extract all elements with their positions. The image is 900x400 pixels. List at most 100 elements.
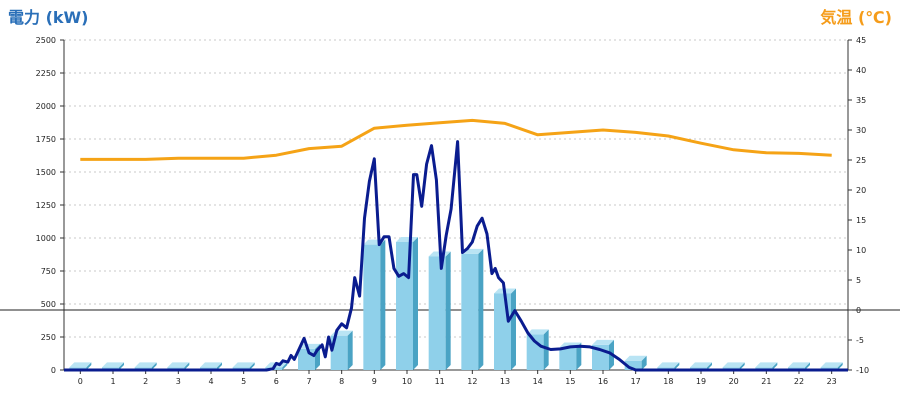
- bar-side: [739, 362, 745, 370]
- x-tick-label: 7: [306, 377, 311, 386]
- bar: [494, 293, 511, 370]
- bar: [363, 244, 381, 370]
- x-tick-label: 4: [208, 377, 213, 386]
- bar: [559, 347, 577, 370]
- x-tick-label: 18: [663, 377, 673, 386]
- power-line: [64, 140, 848, 372]
- bar-side: [478, 248, 484, 370]
- x-tick-label: 21: [761, 377, 771, 386]
- y-right-tick-label: 30: [856, 126, 866, 135]
- x-tick-label: 11: [435, 377, 445, 386]
- bar-side: [249, 362, 255, 370]
- y-left-tick-label: 250: [41, 333, 56, 342]
- x-tick-label: 17: [631, 377, 641, 386]
- x-tick-label: 14: [533, 377, 543, 386]
- bar-top: [755, 362, 778, 368]
- y-right-tick-label: 20: [856, 186, 866, 195]
- y-right-tick-label: 15: [856, 216, 866, 225]
- bar-side: [543, 329, 549, 370]
- y-left-tick-label: 1750: [36, 135, 56, 144]
- y-right-tick-label: 45: [856, 36, 866, 45]
- bar: [428, 256, 446, 370]
- x-tick-label: 5: [241, 377, 246, 386]
- y-right-tick-label: -5: [856, 336, 864, 345]
- bar-side: [380, 239, 386, 370]
- bar-side: [510, 288, 516, 370]
- bar-top: [102, 362, 124, 368]
- x-tick-label: 8: [339, 377, 344, 386]
- bar-top: [657, 362, 680, 368]
- x-tick-label: 0: [78, 377, 83, 386]
- bar-top: [722, 362, 745, 368]
- bar-top: [526, 329, 549, 335]
- x-tick-label: 12: [467, 377, 477, 386]
- bar: [298, 348, 315, 370]
- x-tick-label: 13: [500, 377, 510, 386]
- bar-side: [641, 355, 647, 370]
- bar-side: [445, 251, 451, 370]
- bar-side: [674, 362, 680, 370]
- bar-side: [86, 362, 92, 370]
- y-right-tick-label: 0: [856, 306, 861, 315]
- x-tick-label: 2: [143, 377, 148, 386]
- x-tick-label: 16: [598, 377, 608, 386]
- temperature-line: [80, 118, 832, 161]
- y-left-tick-label: 750: [41, 267, 56, 276]
- bar-top: [592, 339, 614, 345]
- y-left-tick-label: 500: [41, 300, 56, 309]
- bar-side: [282, 362, 288, 370]
- right-axis-title: 気温 (℃): [820, 8, 892, 27]
- y-right-tick-label: 5: [856, 276, 861, 285]
- bar-top: [820, 362, 843, 368]
- x-tick-label: 23: [827, 377, 837, 386]
- y-right-tick-label: 10: [856, 246, 866, 255]
- y-left-tick-label: 0: [51, 366, 56, 375]
- x-tick-label: 15: [565, 377, 575, 386]
- bar-side: [412, 236, 418, 370]
- bar-top: [134, 362, 157, 368]
- bar-side: [837, 362, 843, 370]
- bar: [461, 253, 479, 370]
- bar-side: [804, 362, 810, 370]
- x-tick-label: 1: [110, 377, 115, 386]
- y-left-tick-label: 1500: [36, 168, 56, 177]
- bar-top: [788, 362, 810, 368]
- x-tick-label: 6: [274, 377, 279, 386]
- y-right-tick-label: -10: [856, 366, 869, 375]
- y-right-tick-label: 40: [856, 66, 866, 75]
- x-tick-label: 20: [729, 377, 739, 386]
- y-left-tick-label: 2500: [36, 36, 56, 45]
- left-axis-title: 電力 (kW): [8, 8, 89, 27]
- bar-side: [576, 342, 582, 370]
- bar-top: [232, 362, 255, 368]
- bar-top: [690, 362, 712, 368]
- y-left-tick-label: 2250: [36, 69, 56, 78]
- x-tick-label: 9: [372, 377, 377, 386]
- bar: [330, 335, 348, 370]
- bar-side: [151, 362, 157, 370]
- bar-side: [118, 362, 124, 370]
- bar-side: [216, 362, 222, 370]
- y-right-tick-label: 35: [856, 96, 866, 105]
- bar-side: [184, 362, 190, 370]
- y-left-tick-label: 1250: [36, 201, 56, 210]
- x-tick-label: 19: [696, 377, 706, 386]
- bar-side: [706, 362, 712, 370]
- y-left-tick-label: 2000: [36, 102, 56, 111]
- bar-top: [298, 343, 320, 349]
- y-left-tick-label: 1000: [36, 234, 56, 243]
- y-right-tick-label: 25: [856, 156, 866, 165]
- bar-top: [200, 362, 222, 368]
- bar-top: [69, 362, 92, 368]
- x-tick-label: 3: [176, 377, 181, 386]
- x-tick-label: 10: [402, 377, 412, 386]
- bar-top: [624, 355, 647, 361]
- bar-top: [396, 236, 418, 242]
- bar-top: [167, 362, 190, 368]
- bar: [624, 360, 642, 370]
- bar-side: [772, 362, 778, 370]
- bar-side: [347, 330, 353, 370]
- x-tick-label: 22: [794, 377, 804, 386]
